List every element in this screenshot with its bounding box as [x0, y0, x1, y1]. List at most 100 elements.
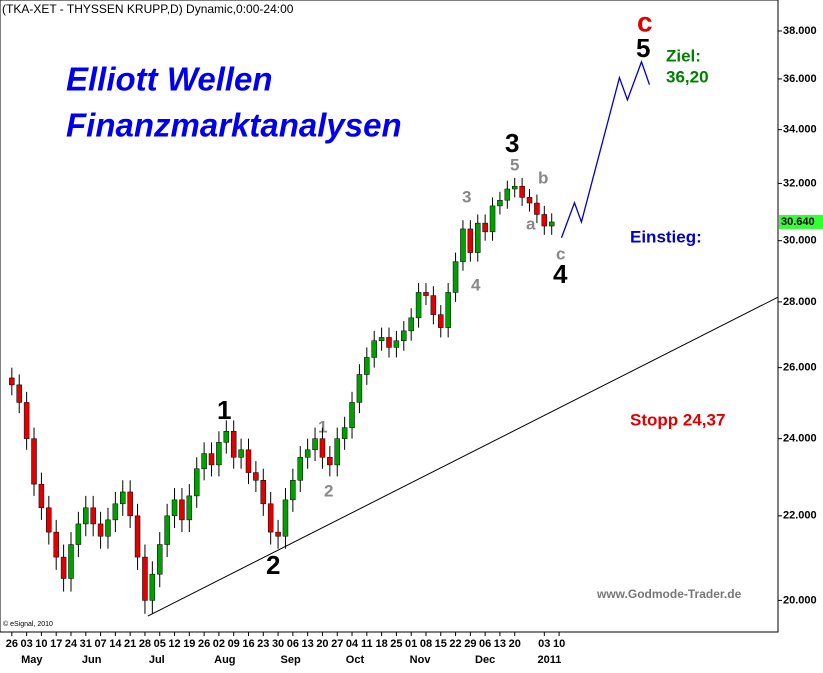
y-tick-label: 24.000 — [783, 433, 817, 445]
candle-body — [112, 503, 119, 521]
x-tick-label: 27 — [331, 638, 343, 650]
x-tick-label: 03 — [538, 638, 550, 650]
candle-body — [9, 377, 15, 386]
x-tick-label: 02 — [213, 638, 225, 650]
month-label: May — [21, 654, 43, 666]
month-label: Dec — [475, 654, 495, 666]
month-label: Jul — [149, 654, 165, 666]
candle-body — [371, 340, 377, 358]
candle-body — [364, 357, 370, 375]
x-tick-label: 26 — [6, 638, 18, 650]
y-tick-label: 38.000 — [783, 25, 817, 37]
y-tick-label: 20.000 — [783, 594, 817, 606]
y-tick-label: 26.000 — [783, 362, 817, 374]
y-tick-label: 34.000 — [783, 124, 817, 136]
candle-body — [356, 374, 363, 403]
candle-body — [415, 292, 422, 319]
x-tick-label: 20 — [509, 638, 521, 650]
target-value: 36,20 — [666, 67, 709, 86]
x-tick-label: 29 — [464, 638, 476, 650]
last-price-label: 30.640 — [781, 216, 815, 228]
x-tick-label: 23 — [257, 638, 269, 650]
candle-body — [149, 573, 156, 601]
month-label: Aug — [214, 654, 235, 666]
candle-body — [156, 544, 163, 575]
x-tick-label: 18 — [375, 638, 387, 650]
month-label: Sep — [281, 654, 301, 666]
candle-body — [75, 523, 82, 545]
candle-body — [216, 442, 222, 466]
x-tick-label: 19 — [183, 638, 195, 650]
candle-body — [349, 402, 355, 428]
x-tick-label: 30 — [272, 638, 284, 650]
x-tick-label: 07 — [94, 638, 106, 650]
x-tick-label: 22 — [449, 638, 461, 650]
x-tick-label: 16 — [242, 638, 254, 650]
month-label: Jun — [82, 654, 102, 666]
subwave-label: 4 — [471, 275, 481, 294]
headline: Finanzmarktanalysen — [66, 107, 402, 144]
candle-body — [534, 202, 540, 215]
x-tick-label: 10 — [35, 638, 47, 650]
x-tick-label: 25 — [390, 638, 402, 650]
candle-body — [430, 295, 437, 315]
candle-body — [16, 384, 22, 403]
y-tick-label: 36.000 — [783, 73, 817, 85]
x-tick-label: 26 — [198, 638, 210, 650]
subwave-label: b — [538, 168, 548, 187]
x-tick-label: 06 — [287, 638, 299, 650]
candle-body — [474, 222, 481, 253]
candle-body — [83, 507, 89, 525]
candle-body — [445, 292, 451, 328]
x-tick-label: 01 — [405, 638, 417, 650]
chart-title: (TKA-XET - THYSSEN KRUPP,D) Dynamic,0:00… — [2, 2, 294, 16]
candle-body — [120, 491, 126, 505]
x-tick-label: 10 — [553, 638, 565, 650]
x-tick-label: 21 — [124, 638, 136, 650]
month-label: Nov — [410, 654, 432, 666]
candle-body — [186, 495, 193, 521]
candle-body — [423, 292, 429, 296]
candle-body — [312, 438, 318, 451]
candle-body — [245, 449, 252, 473]
candle-body — [267, 503, 274, 533]
candle-body — [46, 507, 52, 533]
source: www.Godmode-Trader.de — [596, 587, 742, 601]
wave-label: 4 — [553, 259, 568, 289]
x-tick-label: 09 — [228, 638, 240, 650]
candle-body — [497, 199, 503, 207]
projection-line — [560, 59, 651, 238]
headline: Elliott Wellen — [66, 61, 273, 98]
candle-body — [541, 214, 548, 227]
subwave-label: 5 — [510, 155, 519, 174]
candle-body — [142, 556, 148, 601]
candle-body — [127, 491, 133, 517]
candle-body — [526, 197, 533, 204]
candle-body — [53, 531, 59, 558]
candle-body — [460, 228, 466, 262]
candle-body — [171, 499, 178, 517]
y-tick-label: 22.000 — [783, 510, 817, 522]
candle-body — [193, 468, 200, 497]
candle-body — [223, 431, 230, 443]
x-tick-label: 17 — [50, 638, 62, 650]
y-tick-label: 32.000 — [783, 177, 817, 189]
candle-body — [327, 457, 333, 466]
candle-body — [105, 519, 111, 537]
month-label: Oct — [346, 654, 365, 666]
candle-body — [341, 427, 348, 439]
subwave-label: 2 — [324, 481, 333, 500]
candle-body — [378, 337, 385, 342]
stop-label: Stopp 24,37 — [630, 410, 725, 429]
wave-label: 5 — [636, 33, 650, 63]
candle-body — [304, 449, 311, 458]
candle-body — [201, 453, 207, 469]
candle-body — [68, 544, 74, 579]
x-tick-label: 05 — [154, 638, 166, 650]
x-tick-label: 15 — [435, 638, 447, 650]
x-tick-label: 31 — [80, 638, 92, 650]
x-tick-label: 14 — [109, 638, 122, 650]
trend-line — [147, 296, 779, 617]
last-price-box — [779, 214, 823, 229]
subwave-label: a — [526, 214, 536, 233]
